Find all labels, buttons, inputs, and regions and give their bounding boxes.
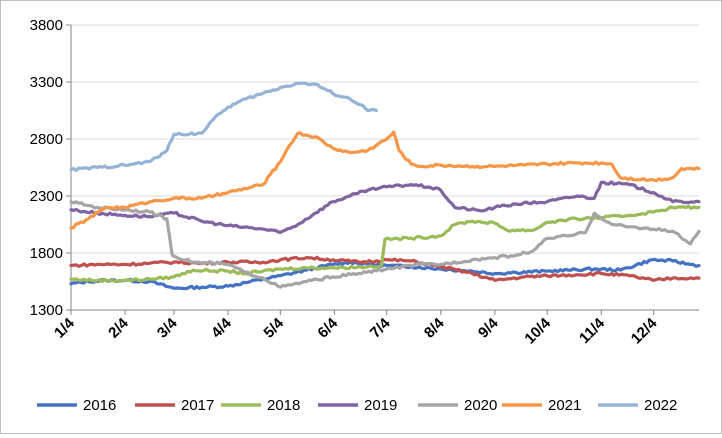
legend-label-2019: 2019	[364, 397, 397, 414]
x-tick-label: 2/4	[105, 314, 132, 341]
y-tick-label: 2800	[30, 131, 63, 148]
y-tick-label: 2300	[30, 188, 63, 205]
series-line-2021	[69, 130, 701, 230]
x-tick-label: 5/4	[260, 314, 287, 341]
x-tick-label: 3/4	[154, 314, 181, 341]
legend-label-2016: 2016	[83, 397, 116, 414]
y-tick-label: 1800	[30, 245, 63, 262]
x-tick-label: 9/4	[475, 314, 502, 341]
x-tick-label: 6/4	[314, 314, 341, 341]
series-lines	[69, 81, 701, 291]
legend-label-2022: 2022	[644, 397, 677, 414]
x-tick-label: 7/4	[367, 314, 394, 341]
y-tick-label: 3800	[30, 17, 63, 34]
x-tick-label: 4/4	[208, 314, 235, 341]
legend-label-2021: 2021	[548, 397, 581, 414]
x-tick-label: 10/4	[521, 314, 554, 347]
x-tick-label: 11/4	[576, 314, 609, 347]
y-tick-label: 1300	[30, 302, 63, 319]
y-axis-tick-labels: 3800 3300 2800 2300 1800 1300	[30, 17, 63, 319]
legend-label-2018: 2018	[267, 397, 300, 414]
axes	[66, 24, 699, 315]
series-line-2018	[69, 204, 701, 284]
x-tick-label: 12/4	[628, 314, 661, 347]
x-tick-label: 8/4	[421, 314, 448, 341]
series-line-2022	[69, 81, 378, 172]
series-line-2019	[69, 180, 701, 235]
legend: 2016 2017 2018 2019 2020 2021 2022	[37, 397, 677, 414]
y-tick-label: 3300	[30, 74, 63, 91]
legend-label-2017: 2017	[181, 397, 214, 414]
x-axis-tick-labels: 1/4 2/4 3/4 4/4 5/4 6/4 7/4 8/4 9/4 10/4 11/4 12/4	[51, 314, 661, 347]
series-line-2020	[69, 200, 701, 289]
legend-label-2020: 2020	[464, 397, 497, 414]
